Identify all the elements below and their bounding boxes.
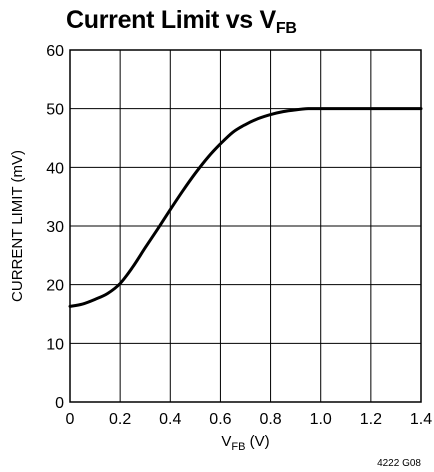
figure-note: 4222 G08 — [377, 458, 421, 469]
x-tick-label: 1.2 — [360, 411, 382, 428]
x-axis-label-unit: (V) — [245, 433, 269, 450]
x-tick-label: 0 — [66, 411, 75, 428]
y-tick-label: 60 — [46, 43, 64, 60]
x-tick-label: 0.6 — [209, 411, 231, 428]
x-tick-label: 1.4 — [410, 411, 432, 428]
x-tick-label: 0.8 — [259, 411, 281, 428]
chart-title-main: Current Limit vs V — [66, 6, 276, 34]
x-axis-label-subscript: FB — [231, 441, 245, 453]
y-tick-label: 50 — [46, 102, 64, 119]
y-tick-label: 40 — [46, 160, 64, 177]
series-line — [68, 107, 423, 308]
x-axis-label-main: V — [221, 433, 231, 450]
x-tick-label: 1.0 — [310, 411, 332, 428]
y-tick-label: 10 — [46, 336, 64, 353]
y-axis-label: CURRENT LIMIT (mV) — [9, 150, 26, 302]
y-tick-label: 0 — [55, 395, 64, 412]
plot-frame — [69, 49, 422, 403]
x-tick-label: 0.2 — [109, 411, 131, 428]
y-tick-label: 20 — [46, 278, 64, 295]
grid-lines — [70, 50, 421, 402]
y-tick-label: 30 — [46, 219, 64, 236]
x-axis-label: VFB (V) — [221, 433, 269, 453]
y-tick-labels: 0 10 20 30 40 50 60 — [46, 43, 64, 412]
chart-title: Current Limit vs VFB — [66, 6, 297, 38]
chart-title-subscript: FB — [275, 20, 297, 37]
x-tick-labels: 0 0.2 0.4 0.6 0.8 1.0 1.2 1.4 — [66, 411, 433, 428]
x-tick-label: 0.4 — [159, 411, 181, 428]
